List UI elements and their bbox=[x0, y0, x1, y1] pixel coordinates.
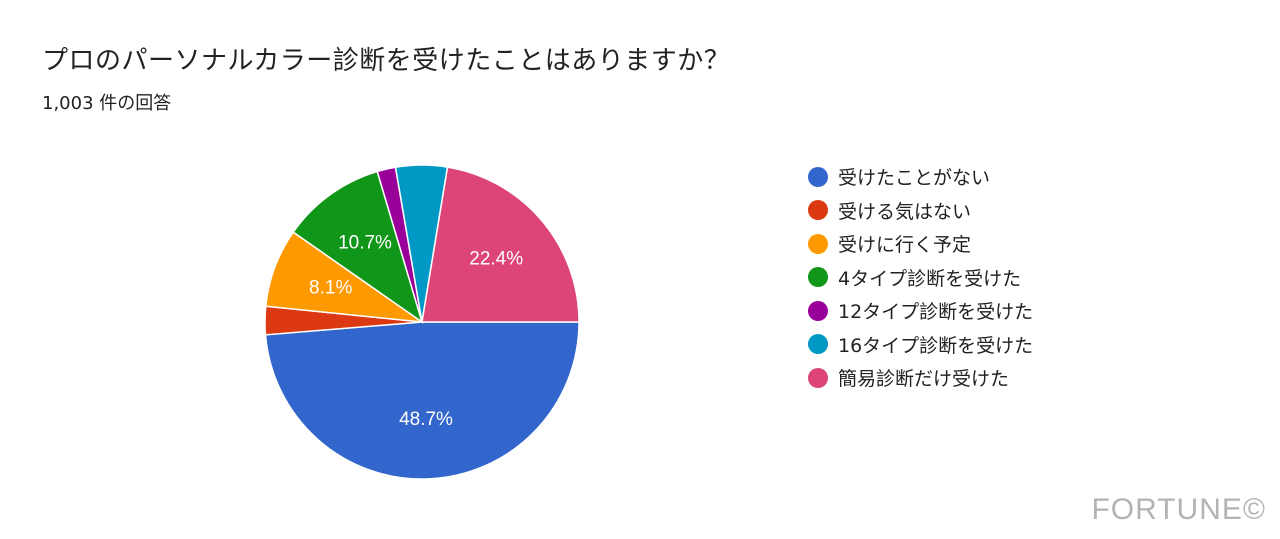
legend-swatch-2 bbox=[808, 233, 828, 254]
legend-item-2: 受けに行く予定 bbox=[808, 227, 1033, 261]
slice-value-label-6: 22.4% bbox=[469, 249, 523, 270]
legend-swatch-4 bbox=[808, 300, 828, 321]
legend-swatch-5 bbox=[808, 334, 828, 355]
legend-item-5: 16タイプ診断を受けた bbox=[808, 328, 1033, 362]
chart-legend: 受けたことがない 受ける気はない 受けに行く予定 4タイプ診断を受けた 12タイプ診断を… bbox=[808, 160, 1033, 395]
legend-item-1: 受ける気はない bbox=[808, 194, 1033, 228]
pie-labels: 48.7% 8.1% 10.7% 22.4% bbox=[309, 233, 523, 430]
legend-item-0: 受けたことがない bbox=[808, 160, 1033, 194]
legend-item-6: 簡易診断だけ受けた bbox=[808, 361, 1033, 395]
pie-slice-0 bbox=[264, 321, 580, 480]
pie-slice-3 bbox=[292, 170, 424, 324]
legend-label-6: 簡易診断だけ受けた bbox=[838, 368, 1010, 391]
legend-swatch-3 bbox=[808, 267, 828, 288]
response-count: 1,003 件の回答 bbox=[42, 93, 172, 114]
slice-value-label-0: 48.7% bbox=[399, 409, 453, 430]
legend-swatch-1 bbox=[808, 200, 828, 221]
legend-label-1: 受ける気はない bbox=[838, 200, 972, 223]
legend-label-2: 受けに行く予定 bbox=[838, 234, 972, 257]
legend-label-4: 12タイプ診断を受けた bbox=[838, 301, 1034, 324]
pie-slice-6 bbox=[421, 166, 580, 323]
legend-label-0: 受けたことがない bbox=[838, 167, 991, 190]
slice-value-label-3: 10.7% bbox=[338, 233, 392, 254]
legend-swatch-6 bbox=[808, 367, 828, 388]
legend-swatch-0 bbox=[808, 166, 828, 187]
chart-title: プロのパーソナルカラー診断を受けたことはありますか？ bbox=[42, 46, 731, 76]
slice-value-label-2: 8.1% bbox=[309, 278, 352, 299]
fortune-watermark: FORTUNE© bbox=[1091, 493, 1266, 526]
legend-item-3: 4タイプ診断を受けた bbox=[808, 261, 1033, 295]
legend-label-5: 16タイプ診断を受けた bbox=[838, 334, 1034, 357]
pie-slices bbox=[264, 164, 580, 480]
legend-label-3: 4タイプ診断を受けた bbox=[838, 267, 1022, 290]
legend-item-4: 12タイプ診断を受けた bbox=[808, 294, 1033, 328]
